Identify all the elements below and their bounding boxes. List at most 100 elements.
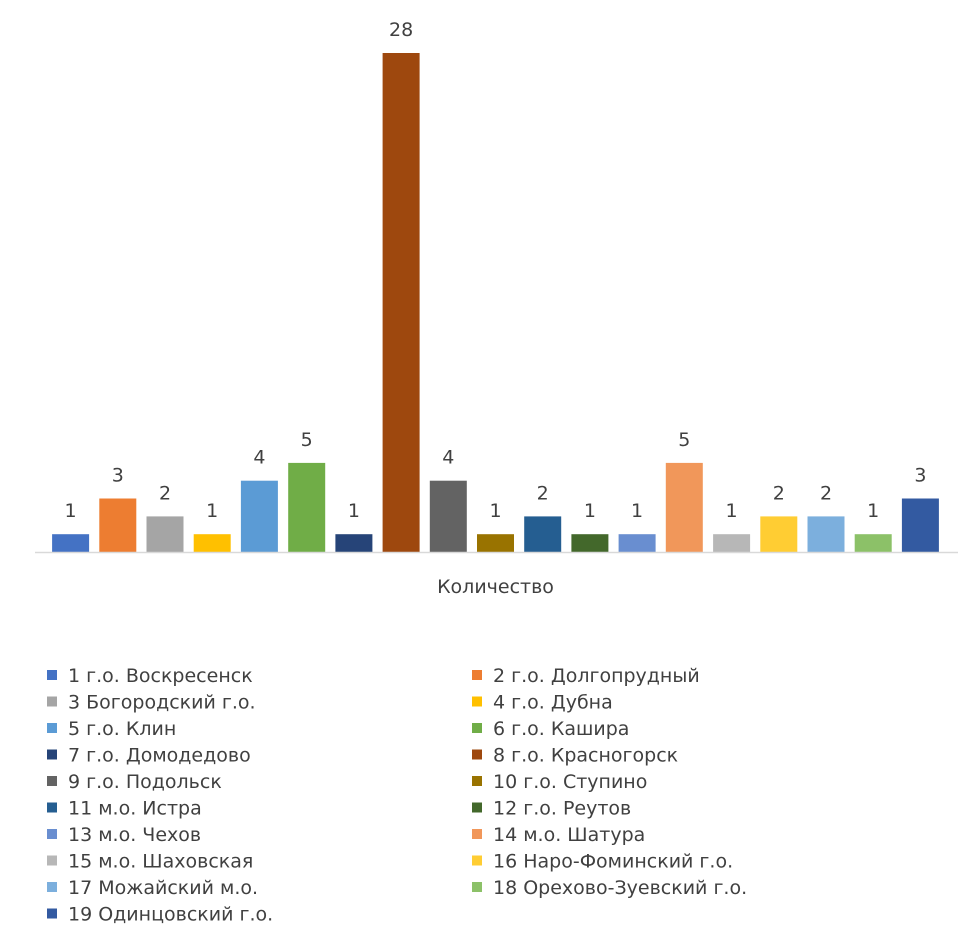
bar-10 [477,534,514,552]
legend-label-3: 3 Богородский г.о. [68,692,256,714]
legend-swatch-15 [47,855,57,866]
data-label-11: 2 [537,482,549,504]
data-label-9: 4 [442,447,454,469]
legend-item-19: 19 Одинцовский г.о. [47,904,273,926]
legend-item-13: 13 м.о. Чехов [47,824,201,846]
category-label: Количество [437,576,554,598]
data-label-8: 28 [389,19,413,41]
data-label-10: 1 [489,500,501,522]
data-label-16: 2 [773,482,785,504]
legend-label-17: 17 Можайский м.о. [68,877,258,899]
legend: 1 г.о. Воскресенск 2 г.о. Долгопрудный 3 Б… [47,665,747,926]
legend-swatch-19 [47,908,57,919]
legend-swatch-8 [472,749,482,760]
legend-swatch-14 [472,829,482,839]
legend-swatch-2 [472,670,482,680]
legend-swatch-11 [47,802,57,813]
bar-16 [760,516,798,552]
data-label-15: 1 [726,500,738,522]
legend-swatch-16 [472,855,482,866]
legend-swatch-18 [472,882,482,892]
legend-label-1: 1 г.о. Воскресенск [68,665,253,687]
legend-label-7: 7 г.о. Домодедово [68,745,251,767]
legend-label-14: 14 м.о. Шатура [493,824,645,846]
legend-item-3: 3 Богородский г.о. [47,692,256,714]
legend-label-16: 16 Наро-Фоминский г.о. [493,851,733,873]
bar-4 [193,534,231,552]
legend-item-18: 18 Орехово-Зуевский г.о. [472,877,747,899]
bar-6 [288,462,326,552]
data-label-19: 3 [914,465,926,487]
legend-label-9: 9 г.о. Подольск [68,771,222,793]
legend-item-9: 9 г.о. Подольск [47,771,222,793]
data-label-13: 1 [631,500,643,522]
legend-item-12: 12 г.о. Реутов [472,798,631,820]
data-label-1: 1 [65,500,77,522]
bar-1 [52,534,90,552]
legend-item-4: 4 г.о. Дубна [472,692,613,714]
legend-item-16: 16 Наро-Фоминский г.о. [472,851,733,873]
legend-swatch-9 [47,776,57,786]
legend-label-18: 18 Орехово-Зуевский г.о. [493,877,747,899]
bar-11 [524,516,562,552]
legend-label-19: 19 Одинцовский г.о. [68,904,273,926]
bar-18 [854,534,892,552]
data-label-6: 5 [301,429,313,451]
bar-8 [382,53,420,552]
bar-2 [99,498,137,552]
bar-17 [807,516,845,552]
bar-19 [901,498,939,552]
legend-item-14: 14 м.о. Шатура [472,824,645,846]
legend-item-2: 2 г.о. Долгопрудный [472,665,700,687]
legend-swatch-12 [472,802,482,813]
data-label-14: 5 [678,429,690,451]
data-label-5: 4 [253,447,265,469]
bar-13 [618,534,656,552]
legend-label-8: 8 г.о. Красногорск [493,745,678,767]
bar-3 [146,516,184,552]
bar-5 [240,480,278,552]
data-label-12: 1 [584,500,596,522]
legend-label-6: 6 г.о. Кашира [493,718,629,740]
data-labels-group: 1 3 2 1 4 5 1 28 4 1 2 1 1 5 1 2 2 1 3 [65,19,927,522]
legend-item-1: 1 г.о. Воскресенск [47,665,253,687]
legend-item-17: 17 Можайский м.о. [47,877,258,899]
legend-swatch-3 [47,696,57,707]
legend-swatch-4 [472,696,482,707]
legend-item-15: 15 м.о. Шаховская [47,851,253,873]
legend-label-2: 2 г.о. Долгопрудный [493,665,700,687]
bar-12 [571,534,609,552]
legend-swatch-7 [47,749,57,760]
legend-item-10: 10 г.о. Ступино [472,771,647,793]
legend-swatch-13 [47,829,57,839]
bar-7 [335,534,373,552]
legend-swatch-17 [47,882,57,892]
legend-item-5: 5 г.о. Клин [47,718,176,740]
legend-item-8: 8 г.о. Красногорск [472,745,678,767]
legend-label-4: 4 г.о. Дубна [493,692,613,714]
legend-label-11: 11 м.о. Истра [68,798,202,820]
bar-9 [429,480,467,552]
data-label-17: 2 [820,482,832,504]
bars-group [52,53,939,552]
data-label-3: 2 [159,482,171,504]
data-label-18: 1 [867,500,879,522]
legend-label-13: 13 м.о. Чехов [68,824,201,846]
legend-label-10: 10 г.о. Ступино [493,771,647,793]
legend-item-6: 6 г.о. Кашира [472,718,629,740]
bar-15 [713,534,751,552]
legend-item-11: 11 м.о. Истра [47,798,202,820]
data-label-7: 1 [348,500,360,522]
legend-label-15: 15 м.о. Шаховская [68,851,253,873]
legend-item-7: 7 г.о. Домодедово [47,745,251,767]
data-label-4: 1 [206,500,218,522]
legend-swatch-5 [47,723,57,733]
bar-14 [665,462,703,552]
legend-label-12: 12 г.о. Реутов [493,798,631,820]
legend-swatch-6 [472,723,482,733]
legend-swatch-10 [472,776,482,786]
legend-swatch-1 [47,670,57,680]
legend-label-5: 5 г.о. Клин [68,718,176,740]
